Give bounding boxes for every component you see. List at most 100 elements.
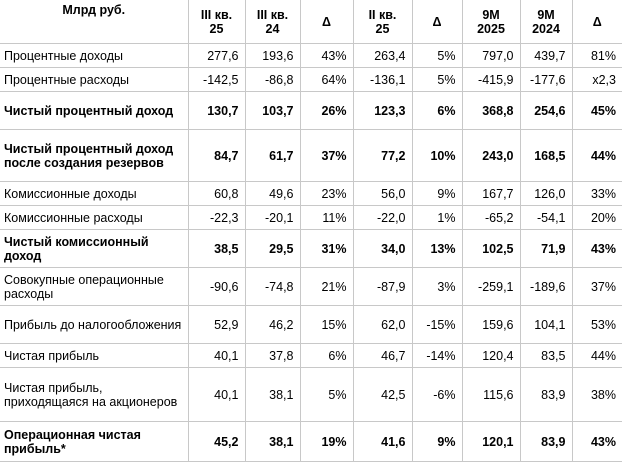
value-cell: -90,6 <box>187 267 246 306</box>
header-row: Млрд руб. III кв. 25 III кв. 24 Δ II кв. 25… <box>0 0 622 44</box>
row-label: Комиссионные расходы <box>0 205 189 230</box>
value-cell: -22,0 <box>352 205 413 230</box>
value-cell: 40,1 <box>187 343 246 368</box>
value-cell: 71,9 <box>519 229 573 268</box>
value-cell: -22,3 <box>187 205 246 230</box>
row-label: Процентные расходы <box>0 67 189 92</box>
table-row: Операционная чистая прибыль* 45,2 38,1 19% 4… <box>0 421 622 462</box>
value-cell: 52,9 <box>187 305 246 344</box>
value-cell: 9% <box>411 421 463 462</box>
value-cell: 38,1 <box>244 367 301 422</box>
value-cell: 102,5 <box>461 229 521 268</box>
value-cell: 20% <box>571 205 622 230</box>
value-cell: -86,8 <box>244 67 301 92</box>
value-cell: 6% <box>411 91 463 130</box>
value-cell: 34,0 <box>352 229 413 268</box>
header-label: Млрд руб. <box>0 0 189 44</box>
value-cell: -54,1 <box>519 205 573 230</box>
value-cell: -177,6 <box>519 67 573 92</box>
value-cell: -142,5 <box>187 67 246 92</box>
table-row: Процентные расходы -142,5 -86,8 64% -136,1 5%… <box>0 67 622 92</box>
value-cell: 11% <box>299 205 354 230</box>
row-label: Совокупные операционные расходы <box>0 267 189 306</box>
value-cell: 167,7 <box>461 181 521 206</box>
value-cell: 40,1 <box>187 367 246 422</box>
value-cell: -74,8 <box>244 267 301 306</box>
value-cell: 46,7 <box>352 343 413 368</box>
table-row: Комиссионные расходы -22,3 -20,1 11% -22,0 1%… <box>0 205 622 230</box>
table-row: Процентные доходы 277,6 193,6 43% 263,4 5% 797… <box>0 43 622 68</box>
table-row: Чистая прибыль 40,1 37,8 6% 46,7 -14% 120,4 83,… <box>0 343 622 368</box>
value-cell: 3% <box>411 267 463 306</box>
value-cell: 10% <box>411 129 463 182</box>
value-cell: 44% <box>571 343 622 368</box>
value-cell: 26% <box>299 91 354 130</box>
value-cell: 115,6 <box>461 367 521 422</box>
table-row: Чистая прибыль, приходящаяся на акционер… <box>0 367 622 422</box>
value-cell: 21% <box>299 267 354 306</box>
value-cell: 64% <box>299 67 354 92</box>
value-cell: 44% <box>571 129 622 182</box>
value-cell: 13% <box>411 229 463 268</box>
header-delta-9m: Δ <box>571 0 622 44</box>
value-cell: 104,1 <box>519 305 573 344</box>
value-cell: 61,7 <box>244 129 301 182</box>
value-cell: 19% <box>299 421 354 462</box>
value-cell: 126,0 <box>519 181 573 206</box>
value-cell: 1% <box>411 205 463 230</box>
value-cell: -14% <box>411 343 463 368</box>
table-row: Комиссионные доходы 60,8 49,6 23% 56,0 9% 167,… <box>0 181 622 206</box>
value-cell: 193,6 <box>244 43 301 68</box>
value-cell: 83,9 <box>519 367 573 422</box>
value-cell: 45% <box>571 91 622 130</box>
value-cell: 81% <box>571 43 622 68</box>
value-cell: 83,9 <box>519 421 573 462</box>
header-9m-2025: 9М 2025 <box>461 0 521 44</box>
value-cell: 103,7 <box>244 91 301 130</box>
value-cell: 45,2 <box>187 421 246 462</box>
table-body: Процентные доходы 277,6 193,6 43% 263,4 5% 797… <box>0 43 622 462</box>
header-delta-yoy: Δ <box>299 0 354 44</box>
value-cell: 60,8 <box>187 181 246 206</box>
value-cell: 37% <box>299 129 354 182</box>
value-cell: 9% <box>411 181 463 206</box>
value-cell: 37% <box>571 267 622 306</box>
table-row: Чистый комиссионный доход 38,5 29,5 31% 34,0… <box>0 229 622 268</box>
value-cell: 33% <box>571 181 622 206</box>
value-cell: 41,6 <box>352 421 413 462</box>
row-label: Чистый комиссионный доход <box>0 229 189 268</box>
row-label: Прибыль до налогообложения <box>0 305 189 344</box>
value-cell: 56,0 <box>352 181 413 206</box>
value-cell: 797,0 <box>461 43 521 68</box>
value-cell: 38,5 <box>187 229 246 268</box>
value-cell: 84,7 <box>187 129 246 182</box>
value-cell: -189,6 <box>519 267 573 306</box>
value-cell: 120,4 <box>461 343 521 368</box>
value-cell: 38,1 <box>244 421 301 462</box>
value-cell: 168,5 <box>519 129 573 182</box>
table-row: Чистый процентный доход 130,7 103,7 26% 123,… <box>0 91 622 130</box>
value-cell: 159,6 <box>461 305 521 344</box>
row-label: Комиссионные доходы <box>0 181 189 206</box>
value-cell: 42,5 <box>352 367 413 422</box>
value-cell: -136,1 <box>352 67 413 92</box>
value-cell: -6% <box>411 367 463 422</box>
value-cell: 277,6 <box>187 43 246 68</box>
value-cell: 83,5 <box>519 343 573 368</box>
value-cell: -15% <box>411 305 463 344</box>
row-label: Чистый процентный доход после создания р… <box>0 129 189 182</box>
value-cell: 5% <box>411 43 463 68</box>
row-label: Чистая прибыль, приходящаяся на акционер… <box>0 367 189 422</box>
value-cell: 5% <box>411 67 463 92</box>
value-cell: 31% <box>299 229 354 268</box>
value-cell: 43% <box>299 43 354 68</box>
value-cell: -20,1 <box>244 205 301 230</box>
value-cell: 123,3 <box>352 91 413 130</box>
value-cell: 120,1 <box>461 421 521 462</box>
value-cell: 15% <box>299 305 354 344</box>
value-cell: -415,9 <box>461 67 521 92</box>
value-cell: 368,8 <box>461 91 521 130</box>
value-cell: 23% <box>299 181 354 206</box>
value-cell: 62,0 <box>352 305 413 344</box>
